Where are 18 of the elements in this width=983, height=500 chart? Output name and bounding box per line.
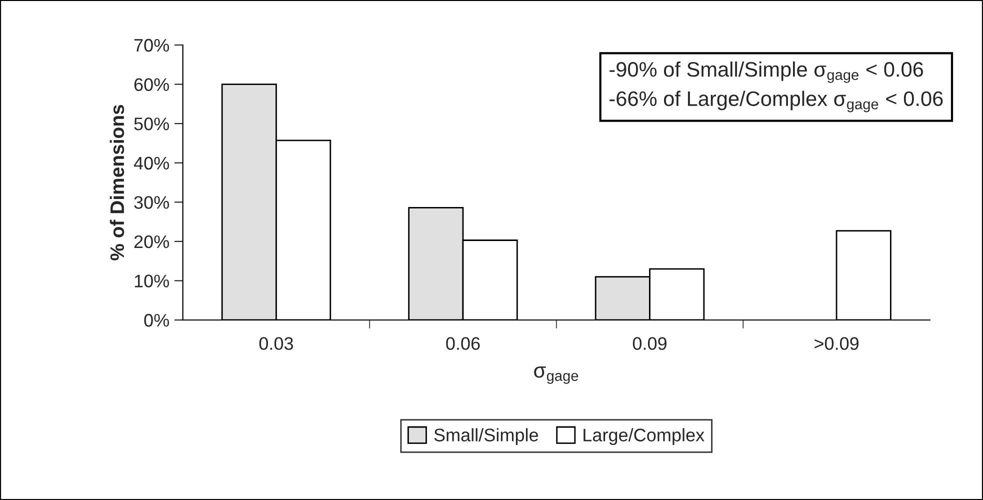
y-tick-label: 20% — [134, 235, 169, 248]
y-tick-label: 0% — [144, 314, 169, 327]
y-tick-label: 50% — [134, 118, 169, 130]
y-tick-label: 40% — [134, 156, 169, 170]
y-tick-label: 30% — [134, 196, 169, 209]
x-tick-label: 0.03 — [259, 337, 293, 350]
x-tick-label: >0.09 — [814, 337, 859, 350]
legend-label: Large/Complex — [584, 428, 704, 446]
y-tick-label: 10% — [134, 274, 169, 288]
x-axis-title: σ$_{gage}$ — [534, 366, 578, 384]
x-tick-label: 0.06 — [446, 337, 480, 350]
x-tick-label: 0.09 — [632, 337, 666, 350]
annotation: -66% of Large/Complex σ$_{gage}$ < 0.06 — [610, 90, 943, 112]
legend-label: Small/Simple — [434, 428, 538, 446]
y-tick-label: 60% — [134, 78, 169, 92]
y-axis-title: % of Dimensions — [110, 104, 124, 260]
annotation: -90% of Small/Simple σ$_{gage}$ < 0.06 — [610, 62, 924, 83]
y-tick-label: 70% — [134, 38, 169, 52]
